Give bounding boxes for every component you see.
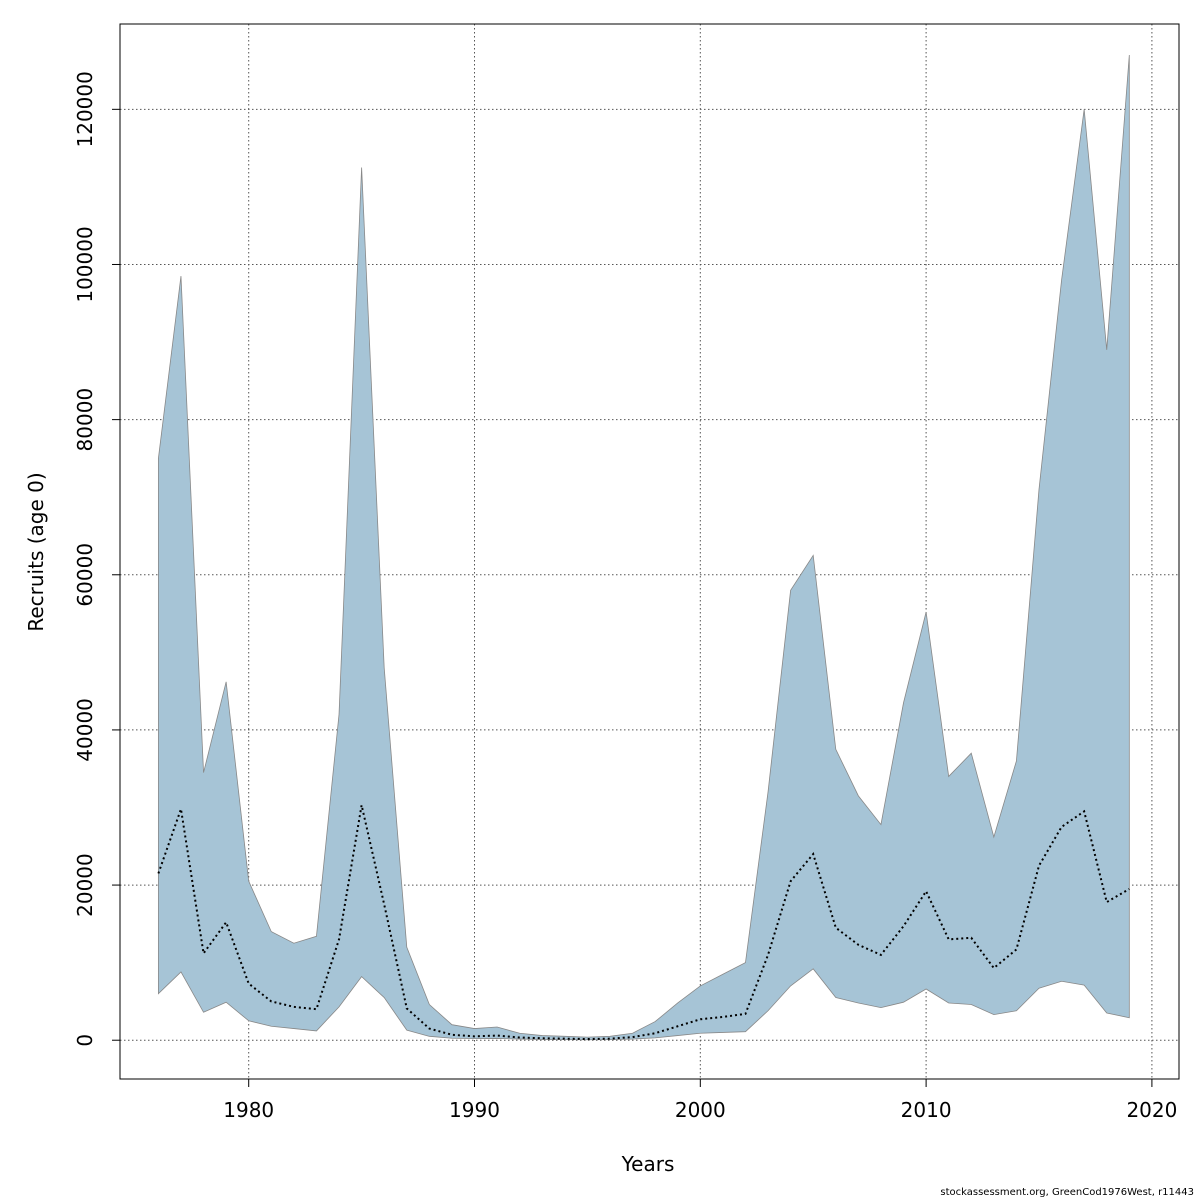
confidence-band-area [157, 54, 1130, 1041]
median-series-line [157, 804, 1130, 1041]
y-axis: 0 20000 40000 60000 80000 100000 120000 [73, 71, 121, 1047]
y-tick-label: 40000 [73, 698, 97, 762]
y-tick-label: 0 [73, 1034, 97, 1047]
x-axis-title: Years [621, 1152, 675, 1176]
x-tick-label: 1990 [449, 1098, 500, 1122]
grid-lines [120, 24, 1179, 1079]
x-tick-label: 2020 [1126, 1098, 1177, 1122]
x-axis: 1980 1990 2000 2010 2020 [223, 1078, 1177, 1122]
x-tick-label: 2010 [901, 1098, 952, 1122]
y-tick-label: 80000 [73, 388, 97, 452]
y-tick-label: 60000 [73, 543, 97, 607]
y-axis-title: Recruits (age 0) [24, 472, 48, 631]
x-tick-label: 1980 [223, 1098, 274, 1122]
confidence-band [157, 54, 1130, 1041]
y-tick-label: 100000 [73, 226, 97, 302]
x-tick-label: 2000 [675, 1098, 726, 1122]
credit-text: stockassessment.org, GreenCod1976West, r… [940, 1187, 1194, 1198]
y-tick-label: 20000 [73, 853, 97, 917]
median-line [157, 804, 1130, 1041]
y-tick-label: 120000 [73, 71, 97, 147]
